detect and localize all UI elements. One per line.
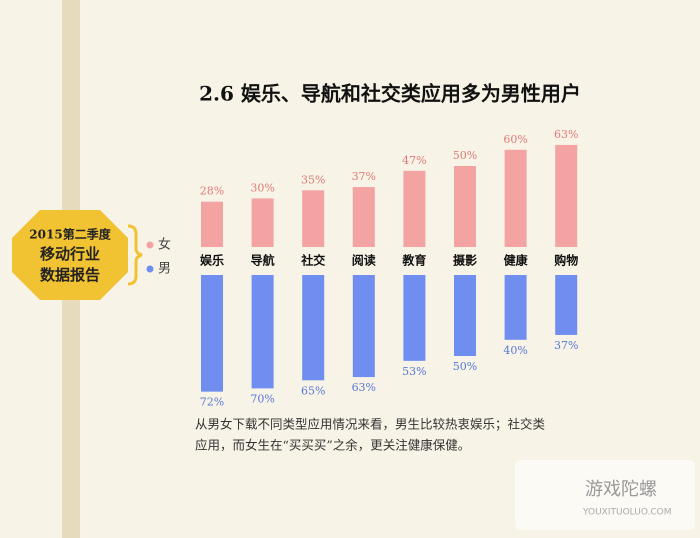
bar-female bbox=[454, 166, 476, 247]
bar-female bbox=[403, 170, 426, 247]
bar-male bbox=[504, 275, 527, 340]
note-line: 从男女下载不同类型应用情况来看，男生比较热衷娱乐；社交类 bbox=[195, 417, 546, 432]
category-label: 摄影 bbox=[453, 253, 477, 268]
category-label: 教育 bbox=[401, 253, 426, 268]
value-label: 63% bbox=[352, 381, 376, 394]
bar-male bbox=[201, 275, 223, 392]
value-label: 30% bbox=[250, 181, 274, 194]
chart-title: 2.6 娱乐、导航和社交类应用多为男性用户 bbox=[199, 82, 581, 106]
bar-male bbox=[251, 275, 274, 389]
bar-male bbox=[352, 275, 375, 378]
value-label: 72% bbox=[200, 396, 224, 409]
watermark-box bbox=[515, 460, 695, 530]
badge-line: 2015第二季度 bbox=[29, 227, 111, 242]
value-label: 40% bbox=[503, 344, 527, 357]
category-label: 导航 bbox=[251, 253, 275, 268]
bar-male bbox=[555, 275, 578, 335]
legend-swatch bbox=[146, 241, 154, 249]
category-label: 娱乐 bbox=[200, 253, 224, 268]
category-label: 社交 bbox=[300, 253, 325, 268]
value-label: 53% bbox=[402, 365, 426, 378]
value-label: 37% bbox=[352, 170, 376, 183]
legend-label: 女 bbox=[158, 237, 171, 253]
badge-line: 移动行业 bbox=[40, 245, 100, 263]
value-label: 50% bbox=[453, 360, 477, 373]
value-label: 70% bbox=[250, 392, 274, 405]
value-label: 60% bbox=[503, 133, 527, 146]
category-label: 购物 bbox=[554, 253, 578, 268]
bar-female bbox=[201, 201, 223, 247]
bar-female bbox=[251, 198, 274, 247]
value-label: 28% bbox=[200, 185, 224, 198]
watermark: 游戏陀螺 bbox=[585, 479, 657, 500]
badge bbox=[12, 210, 128, 300]
value-label: 50% bbox=[453, 149, 477, 162]
legend-label: 男 bbox=[158, 262, 171, 277]
bar-male bbox=[454, 275, 476, 356]
value-label: 47% bbox=[402, 154, 426, 167]
value-label: 35% bbox=[301, 173, 325, 186]
badge-line: 数据报告 bbox=[40, 266, 100, 284]
category-label: 阅读 bbox=[352, 253, 376, 268]
brace bbox=[127, 224, 143, 286]
bar-male bbox=[302, 275, 325, 381]
legend-swatch bbox=[146, 265, 154, 273]
watermark: YOUXITUOLUO.COM bbox=[582, 508, 672, 518]
value-label: 63% bbox=[554, 128, 578, 141]
category-label: 健康 bbox=[504, 253, 529, 268]
value-label: 65% bbox=[301, 384, 325, 397]
bar-female bbox=[302, 190, 325, 247]
note-line: 应用，而女生在“买买买”之余，更关注健康保健。 bbox=[195, 438, 470, 453]
bar-male bbox=[403, 275, 426, 361]
bar-female bbox=[352, 187, 375, 247]
bar-female bbox=[504, 149, 527, 247]
value-label: 37% bbox=[554, 339, 578, 352]
bar-female bbox=[555, 144, 578, 247]
